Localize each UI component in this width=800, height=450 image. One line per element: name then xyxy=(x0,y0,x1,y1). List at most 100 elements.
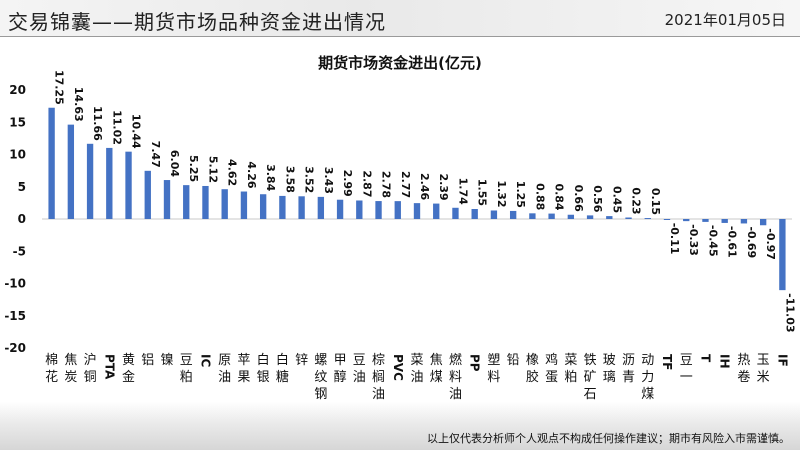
data-label: 3.84 xyxy=(264,164,277,191)
bar xyxy=(509,210,517,219)
data-label: 2.78 xyxy=(380,171,393,198)
category-label: 焦煤 xyxy=(430,353,443,385)
y-tick-label: -10 xyxy=(4,277,26,291)
category-label: 橡胶 xyxy=(526,353,539,385)
data-label: 0.45 xyxy=(610,186,623,213)
data-label: 2.87 xyxy=(360,170,373,197)
chart-title: 期货市场资金进出(亿元) xyxy=(318,54,482,72)
data-label: 14.63 xyxy=(72,87,85,122)
data-label: 1.74 xyxy=(456,178,469,205)
category-label: 沥青 xyxy=(622,353,635,385)
category-label: 原油 xyxy=(218,353,231,385)
bar xyxy=(683,219,690,222)
data-label: 4.26 xyxy=(245,161,258,188)
category-label: PVC xyxy=(391,354,405,381)
bar xyxy=(644,218,651,220)
bar xyxy=(452,207,459,219)
data-label: -0.69 xyxy=(745,226,758,258)
category-label: T xyxy=(698,354,712,363)
category-label: PTA xyxy=(102,354,116,380)
category-label: 燃料油 xyxy=(449,352,462,402)
data-label: -11.03 xyxy=(783,293,796,332)
header-banner: 交易锦囊——期货市场品种资金进出情况 2021年01月05日 xyxy=(0,0,800,36)
data-label: 1.25 xyxy=(514,181,527,208)
bar xyxy=(279,195,286,219)
category-label: 苹果 xyxy=(237,353,250,385)
category-label: PP xyxy=(468,354,482,372)
data-label: 10.44 xyxy=(130,114,143,149)
data-label: 4.62 xyxy=(226,159,239,186)
bar xyxy=(375,201,382,219)
category-label: IH xyxy=(718,354,732,369)
category-label: 菜油 xyxy=(410,353,423,385)
y-tick-label: -15 xyxy=(4,309,26,323)
category-label: 镍 xyxy=(160,353,173,368)
bar xyxy=(490,210,498,219)
data-label: 0.88 xyxy=(533,183,546,210)
data-label: 3.58 xyxy=(283,166,296,193)
data-labels: 17.25 14.63 11.66 11.02 10.44 7.47 6.04 5.25 5.1… xyxy=(53,70,797,333)
data-label: 7.47 xyxy=(149,141,162,168)
category-label: 螺纹钢 xyxy=(314,353,327,402)
bar xyxy=(625,217,632,219)
data-label: 3.52 xyxy=(303,166,316,193)
bar xyxy=(433,203,440,219)
page-title: 交易锦囊——期货市场品种资金进出情况 xyxy=(8,10,386,34)
bar-series xyxy=(48,107,786,291)
category-label: TF xyxy=(660,354,674,370)
category-label: 鸡蛋 xyxy=(545,352,558,385)
category-label: 铁矿石 xyxy=(584,353,597,402)
data-label: 0.66 xyxy=(572,185,585,212)
bar xyxy=(86,143,94,219)
category-label: 豆油 xyxy=(353,353,366,385)
category-label: 沪铜 xyxy=(84,352,97,385)
data-label: -0.11 xyxy=(668,223,681,255)
bar xyxy=(740,219,748,224)
data-label: 0.23 xyxy=(630,187,643,214)
data-label: -0.97 xyxy=(764,228,777,260)
bar xyxy=(586,215,594,219)
category-label: 甲醇 xyxy=(334,353,347,385)
bar xyxy=(663,219,671,220)
bar xyxy=(779,219,786,291)
y-tick-label: 5 xyxy=(18,180,26,194)
bar xyxy=(317,196,325,219)
bar xyxy=(567,214,575,219)
data-label: 0.15 xyxy=(649,188,662,215)
bar xyxy=(394,201,401,219)
bar xyxy=(67,124,75,219)
data-label: 5.12 xyxy=(206,156,219,183)
data-label: 3.43 xyxy=(322,167,335,194)
category-label: 豆一 xyxy=(680,353,693,385)
category-label: 棕榈油 xyxy=(372,353,385,402)
data-label: 11.02 xyxy=(110,110,123,145)
bar xyxy=(606,216,613,219)
category-label: 动力煤 xyxy=(641,353,654,402)
category-label: 玉米 xyxy=(757,353,770,385)
disclaimer-text: 以上仅代表分析师个人观点不构成任何操作建议；期市有风险入市需谨慎。 xyxy=(427,432,790,445)
bar xyxy=(144,170,151,219)
bar xyxy=(356,200,363,219)
y-tick-label: 15 xyxy=(9,115,26,129)
bar xyxy=(471,209,478,219)
data-label: -0.33 xyxy=(687,224,700,256)
y-tick-label: -5 xyxy=(13,244,26,258)
bar xyxy=(221,189,228,219)
data-label: -0.45 xyxy=(706,225,719,257)
category-label: 锌 xyxy=(295,353,308,368)
category-label: 菜粕 xyxy=(564,353,577,385)
bar xyxy=(336,199,344,219)
data-label: 2.39 xyxy=(437,173,450,200)
bar xyxy=(106,147,113,219)
category-label: IF xyxy=(775,354,789,367)
data-label: 2.99 xyxy=(341,170,354,197)
bar xyxy=(529,213,536,219)
bar xyxy=(413,203,421,219)
bar xyxy=(125,151,132,219)
data-label: 2.77 xyxy=(399,171,412,198)
chart-area: 期货市场资金进出(亿元) 20 15 10 5 0 -5 -10 -15 -20 17.25 14… xyxy=(0,40,800,402)
category-label: 焦炭 xyxy=(64,353,77,385)
data-label: 1.55 xyxy=(476,179,489,206)
bar xyxy=(298,196,305,219)
category-label: 白糖 xyxy=(276,352,289,385)
